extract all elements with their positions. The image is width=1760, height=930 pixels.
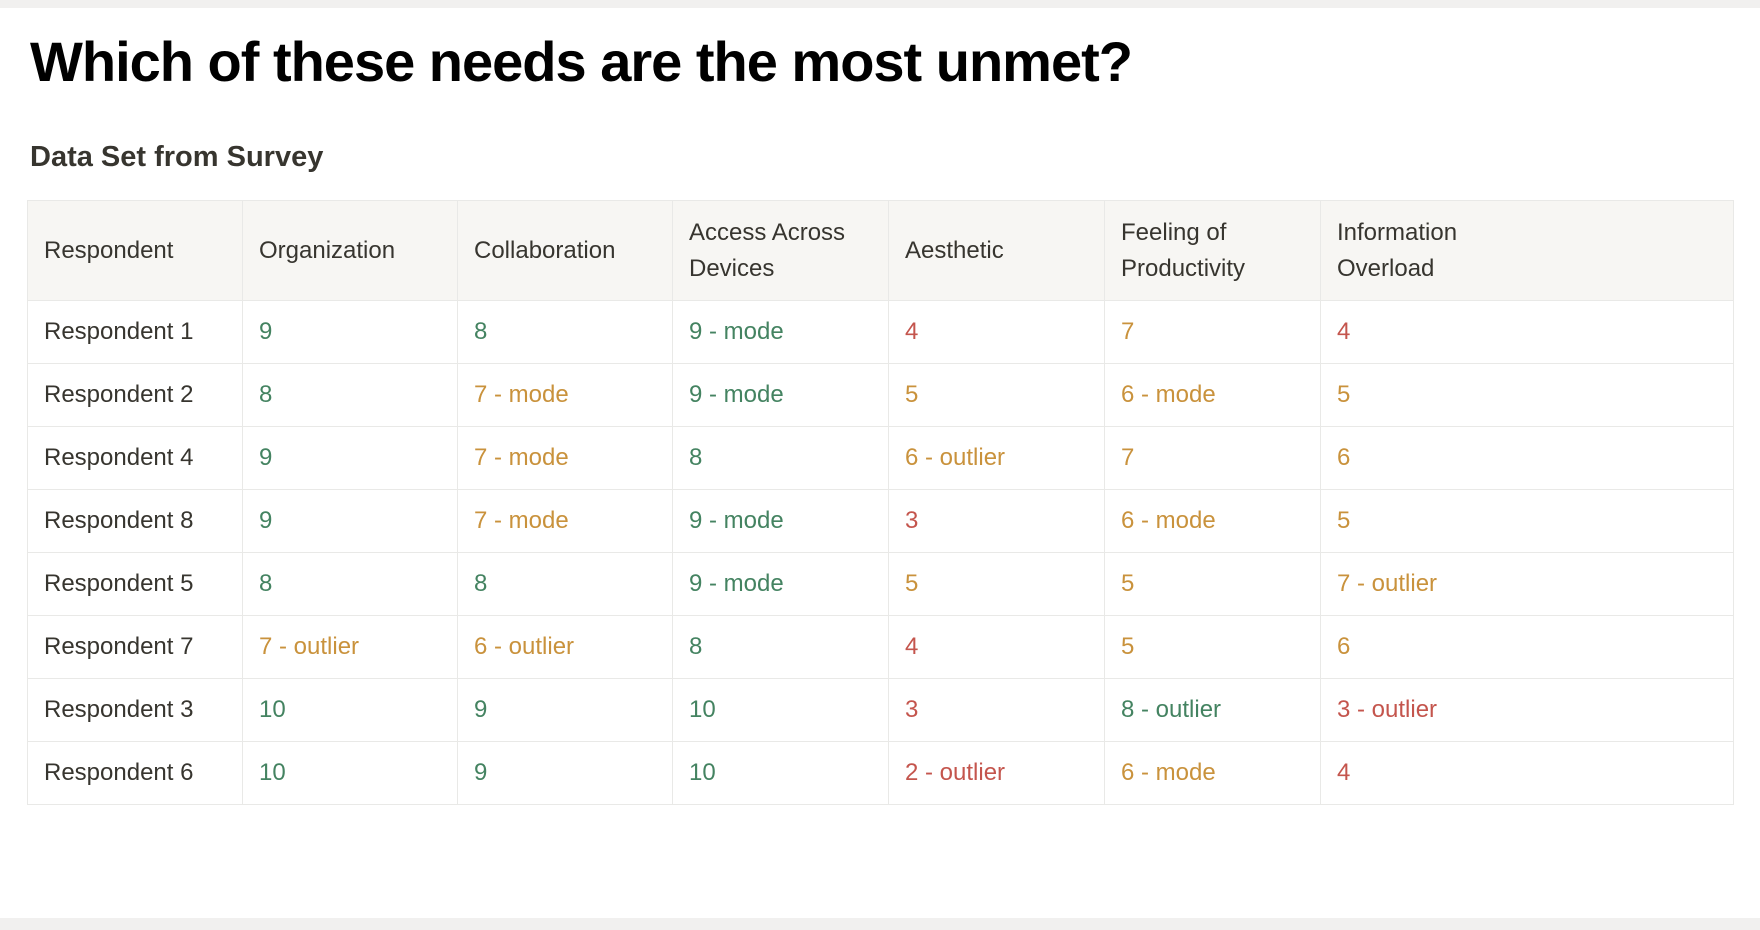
value-cell: 9 — [457, 678, 673, 743]
column-header: Organization — [242, 200, 458, 302]
value-cell: 5 — [888, 363, 1105, 428]
value-cell: 3 - outlier — [1320, 678, 1734, 743]
value-cell: 7 - mode — [457, 426, 673, 491]
value-cell: 6 - mode — [1104, 363, 1321, 428]
value-cell: 7 — [1104, 300, 1321, 365]
column-header-label: Respondent — [44, 236, 174, 264]
value-cell: 7 - mode — [457, 489, 673, 554]
respondent-cell: Respondent 3 — [27, 678, 243, 743]
survey-data-table: Respondent Organization Collaboration Acces… — [27, 200, 1734, 806]
value-cell: 9 — [457, 741, 673, 806]
value-cell: 8 — [672, 426, 889, 491]
value-cell: 2 - outlier — [888, 741, 1105, 806]
respondent-cell: Respondent 7 — [27, 615, 243, 680]
value-cell: 5 — [1104, 552, 1321, 617]
value-cell: 9 — [242, 426, 458, 491]
value-cell: 5 — [888, 552, 1105, 617]
page-top-edge — [0, 0, 1760, 8]
value-cell: 8 — [242, 363, 458, 428]
column-header: Respondent — [27, 200, 243, 302]
value-cell: 6 - mode — [1104, 489, 1321, 554]
value-cell: 10 — [242, 741, 458, 806]
value-cell: 8 — [672, 615, 889, 680]
value-cell: 6 — [1320, 426, 1734, 491]
table-header-row: Respondent Organization Collaboration Acces… — [27, 200, 1734, 302]
respondent-cell: Respondent 2 — [27, 363, 243, 428]
value-cell: 8 — [457, 552, 673, 617]
respondent-cell: Respondent 6 — [27, 741, 243, 806]
value-cell: 10 — [242, 678, 458, 743]
respondent-cell: Respondent 1 — [27, 300, 243, 365]
column-header: Collaboration — [457, 200, 673, 302]
value-cell: 6 - outlier — [888, 426, 1105, 491]
column-header-label: Information Overload — [1337, 218, 1458, 282]
value-cell: 7 - outlier — [1320, 552, 1734, 617]
value-cell: 9 — [242, 489, 458, 554]
value-cell: 9 - mode — [672, 300, 889, 365]
value-cell: 8 — [242, 552, 458, 617]
value-cell: 10 — [672, 741, 889, 806]
value-cell: 3 — [888, 678, 1105, 743]
value-cell: 4 — [888, 615, 1105, 680]
column-header: Aesthetic — [888, 200, 1105, 302]
column-header: Feeling of Productivity — [1104, 200, 1321, 302]
column-header: Information Overload — [1320, 200, 1734, 302]
table-row: Respondent 6 10 9 10 2 - outlier 6 - mode 4 — [27, 741, 1734, 806]
value-cell: 6 — [1320, 615, 1734, 680]
value-cell: 6 - mode — [1104, 741, 1321, 806]
page-content: Which of these needs are the most unmet?… — [0, 8, 1760, 806]
column-header-label: Feeling of Productivity — [1121, 218, 1246, 282]
value-cell: 7 - outlier — [242, 615, 458, 680]
column-header-label: Organization — [259, 236, 396, 264]
respondent-cell: Respondent 5 — [27, 552, 243, 617]
value-cell: 9 — [242, 300, 458, 365]
value-cell: 7 - mode — [457, 363, 673, 428]
column-header-label: Aesthetic — [905, 236, 1004, 264]
table-header: Respondent Organization Collaboration Acces… — [27, 200, 1734, 302]
value-cell: 4 — [1320, 741, 1734, 806]
value-cell: 4 — [888, 300, 1105, 365]
respondent-cell: Respondent 8 — [27, 489, 243, 554]
value-cell: 9 - mode — [672, 552, 889, 617]
page-bottom-edge — [0, 918, 1760, 930]
value-cell: 5 — [1320, 363, 1734, 428]
value-cell: 6 - outlier — [457, 615, 673, 680]
column-header-label: Collaboration — [474, 236, 616, 264]
value-cell: 9 - mode — [672, 363, 889, 428]
value-cell: 5 — [1320, 489, 1734, 554]
value-cell: 8 — [457, 300, 673, 365]
value-cell: 10 — [672, 678, 889, 743]
table-row: Respondent 3 10 9 10 3 8 - outlier 3 - outlier — [27, 678, 1734, 743]
value-cell: 3 — [888, 489, 1105, 554]
value-cell: 5 — [1104, 615, 1321, 680]
respondent-cell: Respondent 4 — [27, 426, 243, 491]
value-cell: 7 — [1104, 426, 1321, 491]
value-cell: 9 - mode — [672, 489, 889, 554]
value-cell: 4 — [1320, 300, 1734, 365]
section-subtitle: Data Set from Survey — [30, 141, 324, 174]
column-header-label: Access Across Devices — [689, 218, 846, 282]
column-header: Access Across Devices — [672, 200, 889, 302]
value-cell: 8 - outlier — [1104, 678, 1321, 743]
page-title: Which of these needs are the most unmet? — [30, 30, 1133, 93]
